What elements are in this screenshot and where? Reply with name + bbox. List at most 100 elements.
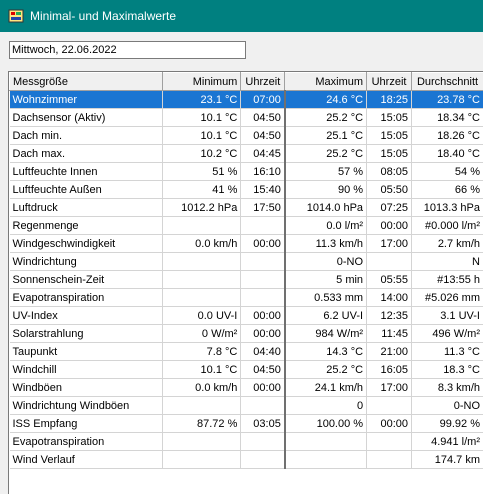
cell-max-time: 18:25	[367, 91, 412, 109]
cell-maximum: 5 min	[285, 271, 367, 289]
cell-name: Luftfeuchte Innen	[10, 163, 163, 181]
cell-maximum: 0.0 l/m²	[285, 217, 367, 235]
cell-name: Evapotranspiration	[10, 433, 163, 451]
column-header-name[interactable]: Messgröße	[10, 73, 163, 91]
cell-min-time: 04:50	[241, 109, 285, 127]
cell-minimum: 23.1 °C	[162, 91, 241, 109]
cell-min-time	[241, 451, 285, 469]
cell-max-time	[367, 451, 412, 469]
cell-max-time: 07:25	[367, 199, 412, 217]
cell-min-time: 04:40	[241, 343, 285, 361]
cell-minimum	[162, 451, 241, 469]
cell-min-time: 17:50	[241, 199, 285, 217]
cell-minimum: 41 %	[162, 181, 241, 199]
cell-average: #0.000 l/m²	[412, 217, 483, 235]
cell-name: Luftdruck	[10, 199, 163, 217]
cell-average: N	[412, 253, 483, 271]
cell-average: 4.941 l/m²	[412, 433, 483, 451]
cell-minimum: 7.8 °C	[162, 343, 241, 361]
column-header-maximum[interactable]: Maximum	[285, 73, 367, 91]
cell-min-time: 03:05	[241, 415, 285, 433]
cell-minimum: 0 W/m²	[162, 325, 241, 343]
statistics-table: Messgröße Minimum Uhrzeit Maximum Uhrzei…	[9, 72, 483, 469]
cell-maximum: 25.1 °C	[285, 127, 367, 145]
cell-minimum: 51 %	[162, 163, 241, 181]
cell-maximum: 0-NO	[285, 253, 367, 271]
cell-minimum: 0.0 km/h	[162, 379, 241, 397]
column-header-min-time[interactable]: Uhrzeit	[241, 73, 285, 91]
cell-name: Solarstrahlung	[10, 325, 163, 343]
cell-maximum	[285, 433, 367, 451]
cell-average: 496 W/m²	[412, 325, 483, 343]
cell-average: 23.78 °C	[412, 91, 483, 109]
cell-minimum	[162, 433, 241, 451]
header-row: Messgröße Minimum Uhrzeit Maximum Uhrzei…	[10, 73, 483, 91]
title-bar[interactable]: Minimal- und Maximalwerte	[0, 0, 483, 32]
cell-min-time	[241, 217, 285, 235]
cell-average: 18.40 °C	[412, 145, 483, 163]
cell-max-time: 15:05	[367, 109, 412, 127]
window-title: Minimal- und Maximalwerte	[30, 9, 176, 23]
date-field[interactable]: Mittwoch, 22.06.2022	[9, 41, 246, 59]
cell-name: Dachsensor (Aktiv)	[10, 109, 163, 127]
cell-min-time: 15:40	[241, 181, 285, 199]
column-header-average[interactable]: Durchschnitt	[412, 73, 483, 91]
column-header-minimum[interactable]: Minimum	[162, 73, 241, 91]
cell-maximum	[285, 451, 367, 469]
cell-maximum: 0.533 mm	[285, 289, 367, 307]
cell-max-time: 21:00	[367, 343, 412, 361]
cell-max-time	[367, 433, 412, 451]
cell-maximum: 24.6 °C	[285, 91, 367, 109]
cell-maximum: 1014.0 hPa	[285, 199, 367, 217]
cell-average: 2.7 km/h	[412, 235, 483, 253]
cell-minimum: 10.1 °C	[162, 127, 241, 145]
cell-average: 99.92 %	[412, 415, 483, 433]
cell-average: 8.3 km/h	[412, 379, 483, 397]
cell-min-time: 00:00	[241, 325, 285, 343]
cell-average: 0-NO	[412, 397, 483, 415]
statistics-grid[interactable]: Messgröße Minimum Uhrzeit Maximum Uhrzei…	[8, 71, 483, 494]
cell-maximum: 25.2 °C	[285, 361, 367, 379]
cell-maximum: 0	[285, 397, 367, 415]
cell-max-time: 17:00	[367, 379, 412, 397]
table-row[interactable]: Evapotranspiration 4.941 l/m²	[10, 433, 483, 451]
cell-max-time: 14:00	[367, 289, 412, 307]
cell-maximum: 25.2 °C	[285, 109, 367, 127]
cell-min-time: 04:45	[241, 145, 285, 163]
column-header-max-time[interactable]: Uhrzeit	[367, 73, 412, 91]
cell-name: Windrichtung	[10, 253, 163, 271]
cell-max-time: 11:45	[367, 325, 412, 343]
cell-name: Windchill	[10, 361, 163, 379]
table-row[interactable]: Windrichtung 0-NO N	[10, 253, 483, 271]
cell-maximum: 57 %	[285, 163, 367, 181]
app-icon	[8, 8, 24, 24]
cell-min-time: 00:00	[241, 379, 285, 397]
cell-max-time: 15:05	[367, 127, 412, 145]
cell-average: #13:55 h	[412, 271, 483, 289]
table-row[interactable]: Windrichtung Windböen 0 0-NO	[10, 397, 483, 415]
cell-name: Dach min.	[10, 127, 163, 145]
cell-name: Windböen	[10, 379, 163, 397]
cell-name: Windrichtung Windböen	[10, 397, 163, 415]
cell-name: Dach max.	[10, 145, 163, 163]
cell-min-time	[241, 433, 285, 451]
cell-min-time: 04:50	[241, 127, 285, 145]
